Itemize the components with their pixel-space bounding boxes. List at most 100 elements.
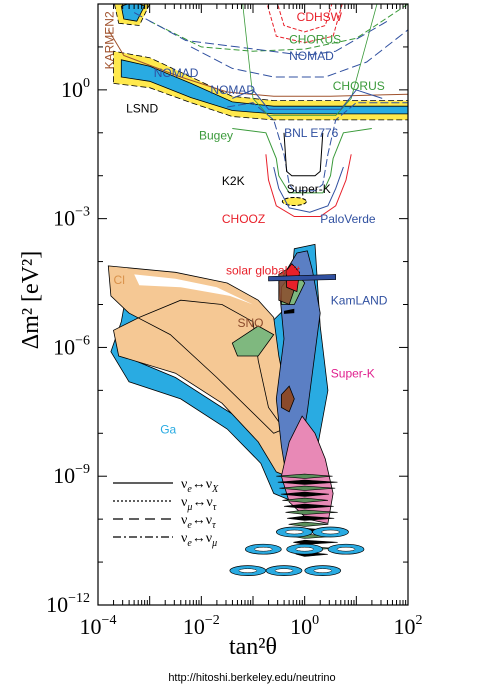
legend-sub: e	[187, 520, 192, 531]
y-axis-label-text: Δm² [eV²]	[18, 251, 44, 349]
y-tick-exponent: −6	[75, 333, 90, 348]
legend-arrow: ↔	[192, 477, 206, 492]
x-axis-label: tan²θ	[229, 634, 277, 660]
ga-wiggle	[280, 491, 330, 497]
cl-gap	[134, 274, 253, 305]
legend-sub: μ	[211, 538, 217, 549]
ga-lobe-hole	[274, 568, 294, 573]
green-overlap-region	[231, 325, 275, 357]
superk-atm-region	[281, 196, 307, 206]
ga-wiggle	[287, 515, 335, 521]
label-k2k: K2K	[222, 174, 245, 188]
cdhsw-curve-outer	[266, 4, 343, 44]
cl-region	[107, 265, 303, 482]
ga-lobe-hole	[254, 546, 273, 552]
label-bnl: BNL E776	[284, 126, 339, 140]
y-tick-exponent: 0	[83, 76, 90, 91]
legend-sub: e	[187, 538, 192, 549]
ga-wiggle	[282, 497, 329, 503]
legend-nu: ν	[206, 477, 212, 492]
cdhsw-curve	[277, 4, 333, 33]
legend-label-dashdot: νe↔νμ	[181, 531, 217, 549]
y-axis-label: Δm² [eV²]	[18, 251, 44, 349]
label-superk_atm: Super-K	[287, 182, 331, 196]
k2k-curve	[283, 132, 324, 177]
legend-arrow: ↔	[192, 495, 206, 510]
label-karmen: KARMEN2	[103, 11, 117, 69]
legend-nu: ν	[206, 513, 212, 528]
ga-wiggle	[276, 473, 333, 479]
x-tick-exponent: 0	[312, 613, 319, 628]
ga-lobe-hole	[238, 568, 258, 573]
legend-nu: ν	[181, 531, 187, 546]
kamland-band-lower	[284, 308, 295, 314]
ga-lobe-hole	[336, 546, 356, 552]
legend-label-solid: νe↔νX	[181, 477, 219, 495]
legend-sub: e	[187, 484, 192, 495]
y-tick-base: 10	[61, 77, 83, 102]
y-tick-label: 10−6	[53, 333, 90, 359]
bnl-curve	[227, 102, 408, 192]
legend-arrow: ↔	[192, 513, 206, 528]
ga-wiggle	[288, 521, 329, 527]
legend-nu: ν	[181, 495, 187, 510]
x-tick-exponent: −2	[205, 613, 220, 628]
label-chorus1: CHORUS	[289, 33, 341, 47]
ga-lobe-hole	[313, 568, 332, 573]
x-tick-exponent: 2	[416, 613, 423, 628]
pink-region	[280, 415, 334, 524]
legend-nu: ν	[206, 495, 212, 510]
y-tick-exponent: −12	[68, 591, 90, 606]
legend-sub: τ	[213, 502, 217, 513]
region-labels: Cl Ga SNO solar global fit KamLAND Super-K Sup…	[103, 10, 388, 436]
bugey-curve	[232, 128, 372, 194]
y-tick-base: 10	[53, 206, 75, 231]
label-nomad3: NOMAD	[289, 49, 334, 63]
legend-label-dotted: νμ↔ντ	[181, 495, 217, 513]
label-solar: solar global fit	[226, 263, 301, 277]
x-tick-label: 10−4	[80, 613, 117, 639]
x-tick-exponent: −4	[102, 613, 117, 628]
legend-nu: ν	[181, 477, 187, 492]
y-tick-exponent: −3	[75, 205, 90, 220]
x-tick-label: 102	[394, 613, 423, 639]
x-tick-base: 10	[394, 614, 416, 639]
y-tick-label: 10−3	[53, 205, 90, 231]
y-tick-exponent: −9	[75, 462, 90, 477]
paloverde-curve	[273, 166, 344, 213]
karmen-curve	[107, 29, 408, 97]
ga-wiggle	[283, 503, 334, 509]
x-tick-base: 10	[80, 614, 102, 639]
y-tick-label: 100	[61, 76, 90, 102]
label-lsnd: LSND	[126, 101, 158, 115]
ga-wiggle	[293, 539, 338, 545]
label-chooz: CHOOZ	[222, 212, 265, 226]
legend-sub: X	[211, 484, 219, 495]
legend-sub: τ	[212, 520, 216, 531]
chorus-curve	[149, 4, 408, 52]
label-nomad2: NOMAD	[210, 83, 255, 97]
ga-lobe-hole	[285, 529, 304, 535]
ga-wiggle	[285, 509, 338, 515]
label-sno: SNO	[237, 316, 263, 330]
sno-region-lower	[281, 385, 295, 413]
ga-lobe-hole	[295, 546, 314, 552]
label-paloverde: PaloVerde	[320, 212, 376, 226]
legend-sub: μ	[186, 502, 192, 513]
label-nomad1: NOMAD	[154, 66, 199, 80]
x-tick-label: 10−2	[183, 613, 220, 639]
x-tick-base: 10	[290, 614, 312, 639]
source-url: http://hitoshi.berkeley.edu/neutrino	[168, 672, 336, 684]
label-superk_solar: Super-K	[331, 366, 375, 380]
ga-lobe-hole	[321, 529, 340, 535]
label-cdhsw: CDHSW	[297, 10, 343, 24]
ga-wiggle	[279, 485, 336, 491]
label-cl: Cl	[114, 273, 125, 287]
exclusion-curves	[107, 4, 408, 217]
chorus-vertical	[242, 4, 378, 116]
x-tick-label: 100	[290, 613, 319, 639]
label-kamland: KamLAND	[331, 294, 388, 308]
